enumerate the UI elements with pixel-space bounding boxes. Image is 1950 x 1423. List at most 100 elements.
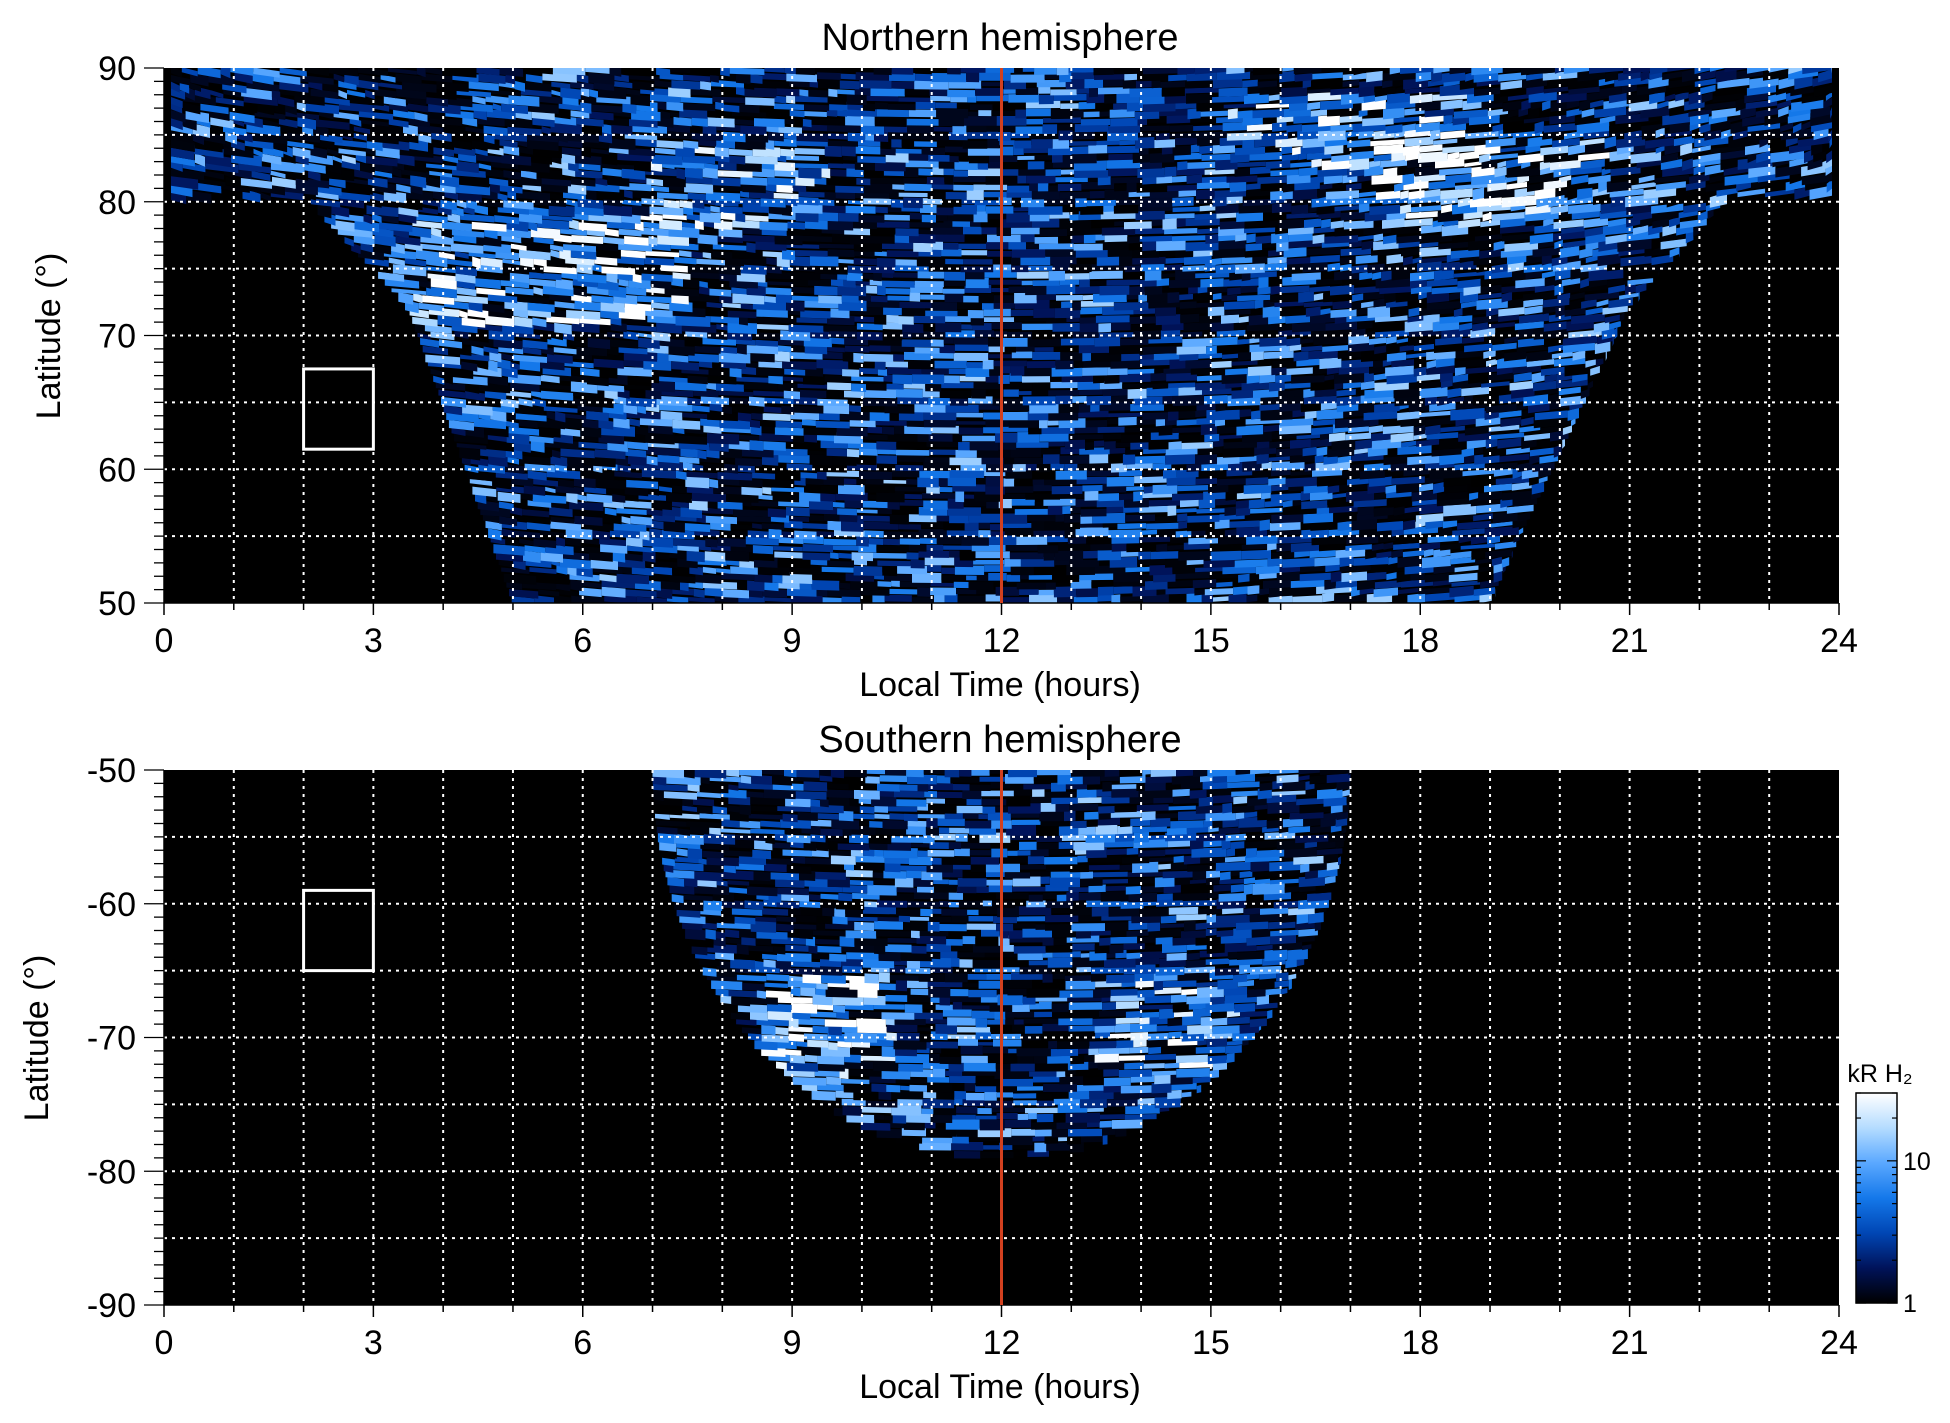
heatmap-streak: [1209, 572, 1239, 579]
heatmap-streak: [1200, 278, 1224, 288]
heatmap-streak: [1567, 187, 1578, 201]
heatmap-streak: [533, 237, 554, 245]
heatmap-streak: [1408, 402, 1430, 413]
heatmap-streak: [1126, 486, 1144, 491]
heatmap-streak: [957, 307, 968, 316]
heatmap-streak: [833, 545, 859, 551]
heatmap-streak: [996, 116, 1027, 126]
heatmap-streak: [1450, 556, 1476, 565]
heatmap-streak: [193, 133, 204, 145]
heatmap-streak: [862, 273, 874, 280]
heatmap-streak: [930, 352, 954, 359]
heatmap-streak: [1227, 1016, 1250, 1025]
heatmap-streak: [281, 153, 296, 164]
heatmap-streak: [1319, 542, 1346, 552]
heatmap-streak: [1403, 519, 1416, 531]
heatmap-streak: [932, 1067, 946, 1078]
heatmap-streak: [1585, 233, 1606, 245]
heatmap-streak: [899, 499, 924, 506]
heatmap-streak: [1570, 165, 1602, 176]
heatmap-streak: [529, 272, 562, 281]
heatmap-streak: [341, 182, 373, 195]
heatmap-streak: [1225, 404, 1260, 411]
heatmap-streak: [532, 494, 567, 504]
heatmap-streak: [944, 973, 968, 983]
heatmap-streak: [838, 212, 859, 222]
heatmap-streak: [1342, 469, 1360, 479]
heatmap-streak: [1176, 1054, 1208, 1063]
heatmap-streak: [1251, 350, 1264, 361]
heatmap-streak: [1298, 167, 1318, 177]
heatmap-streak: [556, 536, 566, 547]
heatmap-streak: [1330, 220, 1344, 229]
heatmap-streak: [1393, 506, 1405, 516]
north-y-tick-label: 70: [98, 318, 136, 356]
heatmap-streak: [853, 1091, 879, 1101]
heatmap-streak: [635, 426, 649, 436]
heatmap-streak: [1620, 255, 1652, 267]
heatmap-streak: [639, 417, 673, 427]
heatmap-streak: [1159, 1008, 1174, 1019]
heatmap-streak: [424, 324, 452, 334]
heatmap-streak: [909, 1084, 927, 1092]
heatmap-streak: [292, 146, 311, 159]
heatmap-streak: [1396, 235, 1422, 244]
heatmap-streak: [459, 310, 468, 319]
north-x-tick-label: 24: [1820, 622, 1858, 660]
heatmap-streak: [1108, 453, 1123, 463]
heatmap-streak: [1099, 285, 1130, 296]
heatmap-streak: [579, 317, 611, 326]
heatmap-streak: [1142, 412, 1168, 420]
heatmap-streak: [998, 131, 1011, 141]
heatmap-streak: [1222, 353, 1239, 359]
heatmap-streak: [1047, 505, 1063, 515]
heatmap-streak: [532, 317, 547, 328]
heatmap-streak: [933, 1108, 957, 1116]
heatmap-streak: [882, 322, 903, 330]
heatmap-streak: [1036, 1093, 1053, 1100]
heatmap-streak: [1069, 559, 1099, 568]
heatmap-streak: [1025, 286, 1047, 296]
heatmap-streak: [1120, 1085, 1152, 1094]
heatmap-streak: [1110, 1033, 1131, 1039]
heatmap-streak: [1386, 336, 1397, 345]
heatmap-streak: [1050, 256, 1077, 265]
heatmap-streak: [527, 470, 547, 481]
heatmap-streak: [830, 169, 847, 177]
heatmap-streak: [1176, 345, 1207, 355]
heatmap-streak: [1436, 356, 1455, 368]
heatmap-streak: [754, 1040, 778, 1051]
heatmap-streak: [498, 559, 514, 568]
heatmap-streak: [1578, 152, 1610, 162]
heatmap-streak: [641, 469, 676, 479]
heatmap-streak: [530, 227, 561, 240]
heatmap-streak: [1064, 439, 1085, 450]
heatmap-streak: [1290, 470, 1312, 476]
heatmap-streak: [768, 528, 782, 540]
heatmap-streak: [1742, 114, 1765, 127]
heatmap-streak: [1265, 988, 1282, 996]
heatmap-streak: [1222, 565, 1256, 575]
heatmap-streak: [679, 456, 700, 464]
heatmap-streak: [948, 1062, 964, 1072]
heatmap-streak: [1052, 972, 1065, 980]
heatmap-streak: [952, 1001, 963, 1010]
heatmap-streak: [455, 273, 476, 284]
heatmap-streak: [1501, 557, 1510, 568]
heatmap-streak: [502, 258, 521, 266]
heatmap-streak: [1106, 504, 1124, 514]
heatmap-streak: [1329, 432, 1346, 442]
heatmap-streak: [1373, 298, 1386, 308]
heatmap-streak: [1072, 396, 1087, 403]
heatmap-streak: [1506, 504, 1534, 514]
heatmap-streak: [1044, 479, 1077, 486]
heatmap-streak: [765, 287, 792, 296]
heatmap-streak: [659, 219, 682, 231]
heatmap-streak: [925, 310, 958, 317]
heatmap-streak: [468, 251, 496, 259]
heatmap-streak: [1113, 103, 1127, 110]
heatmap-streak: [851, 376, 884, 382]
heatmap-streak: [332, 155, 342, 164]
heatmap-streak: [638, 337, 660, 349]
heatmap-streak: [426, 286, 457, 299]
